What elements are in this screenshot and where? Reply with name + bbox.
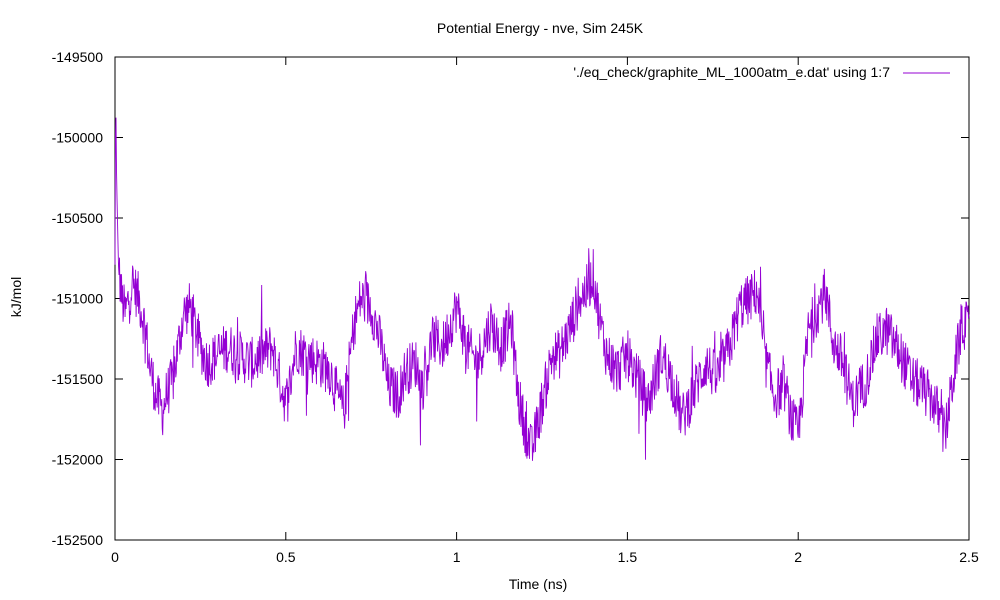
legend: './eq_check/graphite_ML_1000atm_e.dat' u…: [573, 64, 950, 80]
y-tick-label: -151500: [52, 371, 104, 387]
y-axis-title: kJ/mol: [8, 277, 24, 317]
y-tick-label: -152000: [52, 452, 104, 468]
plot-border: [114, 56, 970, 541]
y-tick-label: -149500: [52, 49, 104, 65]
y-tick-label: -150500: [52, 210, 104, 226]
series-layer: [114, 117, 970, 461]
x-tick-label: 1: [453, 549, 461, 565]
chart-title: Potential Energy - nve, Sim 245K: [437, 20, 644, 36]
axis-ticks: 0 0.5 1 1.5 2 2.5 -149500 -150000 -150500 -151000…: [52, 49, 979, 565]
x-tick-label: 0.5: [276, 549, 296, 565]
series-line: [114, 117, 970, 461]
y-tick-label: -151000: [52, 291, 104, 307]
legend-label: './eq_check/graphite_ML_1000atm_e.dat' u…: [573, 64, 890, 80]
x-tick-label: 2: [794, 549, 802, 565]
plot-frame: [114, 56, 970, 541]
y-tick-label: -150000: [52, 130, 104, 146]
x-axis-title: Time (ns): [509, 576, 568, 592]
x-tick-label: 2.5: [959, 549, 979, 565]
y-tick-label: -152500: [52, 532, 104, 548]
x-tick-label: 1.5: [618, 549, 638, 565]
x-tick-label: 0: [111, 549, 119, 565]
